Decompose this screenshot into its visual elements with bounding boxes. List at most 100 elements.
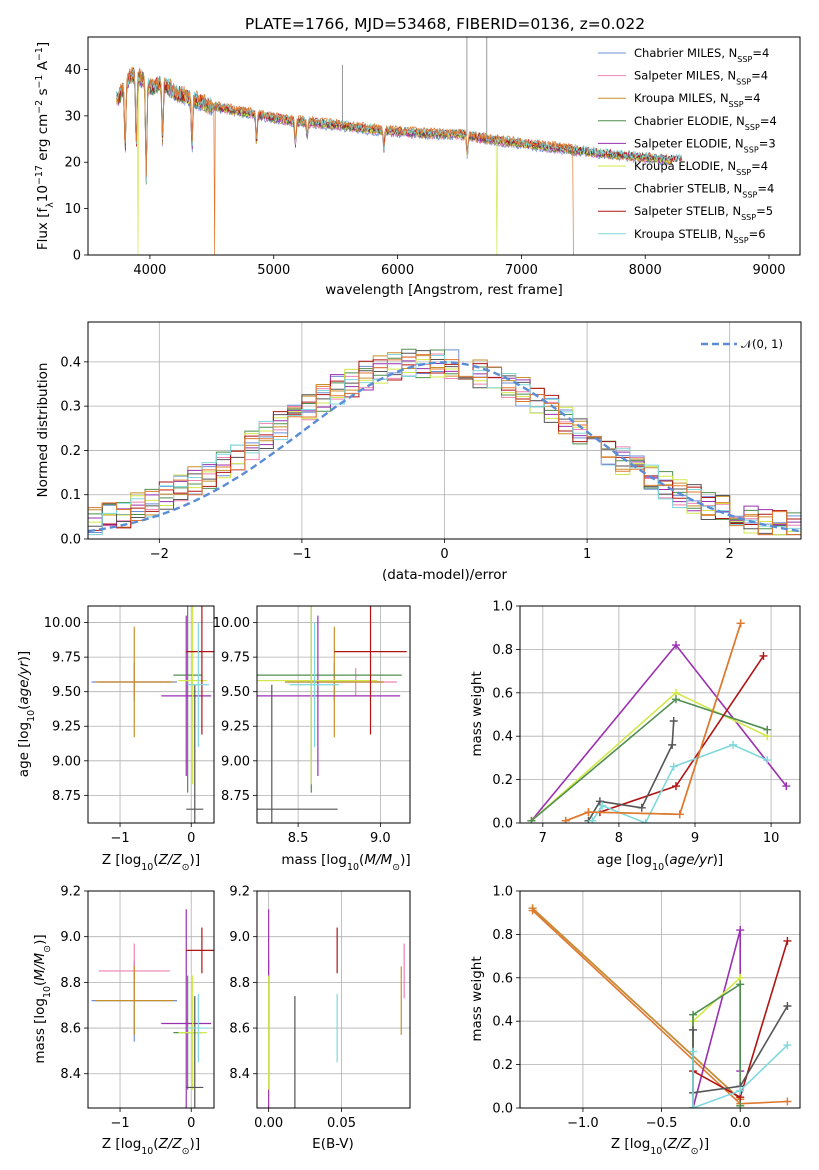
weight-marker <box>689 1025 698 1034</box>
x-tick-label: −0.5 <box>646 1116 678 1131</box>
mass_vs_Z-points <box>91 909 214 1108</box>
y-tick-label: 8.75 <box>52 789 81 804</box>
y-tick-label: 9.50 <box>221 685 250 700</box>
y-tick-label: 8.4 <box>229 1067 250 1082</box>
y-tick-label: 8.75 <box>221 789 250 804</box>
residuals-frame <box>87 321 802 540</box>
y-tick-label: 1.0 <box>492 600 513 615</box>
x-tick-label: −1 <box>110 831 129 846</box>
y-tick-label: 40 <box>64 63 81 78</box>
x-tick-label: 10 <box>763 831 780 846</box>
weight-marker <box>689 1104 698 1108</box>
y-tick-label: 9.00 <box>221 754 250 769</box>
x-tick-label: 1 <box>583 547 591 562</box>
histogram-series <box>88 354 801 536</box>
legend-entry: Kroupa STELIB, NSSP=6 <box>634 227 766 245</box>
spectrum-axes <box>84 69 770 259</box>
y-tick-label: 0.2 <box>492 773 513 788</box>
figure-title: PLATE=1766, MJD=53468, FIBERID=0136, z=0… <box>245 15 645 33</box>
age-y-label: age [log10(age/yr)] <box>16 651 37 777</box>
weight-marker <box>528 906 537 915</box>
mass-vs-ebv-x-label: E(B-V) <box>312 1136 354 1152</box>
weight-marker <box>783 1002 792 1011</box>
legend-entry: Salpeter MILES, NSSP=4 <box>634 69 768 87</box>
y-tick-label: 0.2 <box>492 1058 513 1073</box>
x-tick-label: 5000 <box>257 263 290 278</box>
y-tick-label: 0.4 <box>492 730 513 745</box>
age_vs_mass-frame <box>256 605 411 824</box>
mass-vs-Z-x-label: Z [log10(Z/Z⊙)] <box>102 1136 200 1157</box>
x-tick-label: −1.0 <box>567 1116 599 1131</box>
age_vs_mass-points <box>257 606 407 823</box>
mass-y-label: mass [log10(M/M⊙)] <box>32 934 53 1063</box>
mass_vs_ebv-axes <box>253 890 410 1112</box>
age_vs_Z-points <box>91 606 214 823</box>
weight-marker <box>763 725 772 734</box>
weight-marker <box>783 1097 792 1106</box>
mass_vs_Z-frame <box>87 890 215 1109</box>
y-tick-label: 0.3 <box>60 400 81 415</box>
y-tick-label: 0.6 <box>492 686 513 701</box>
weight-marker <box>637 803 646 812</box>
residual-histograms <box>88 348 801 536</box>
x-tick-label: 6000 <box>381 263 414 278</box>
spectrum-lines <box>116 37 683 255</box>
weight-line <box>692 975 742 1108</box>
y-tick-label: 0.0 <box>492 1102 513 1117</box>
legend-entry: Chabrier MILES, NSSP=4 <box>634 46 769 64</box>
weight-marker <box>763 756 772 765</box>
weight-marker <box>671 695 680 704</box>
y-tick-label: 0.0 <box>60 533 81 548</box>
weight-marker <box>736 1086 745 1095</box>
y-tick-label: 9.0 <box>229 930 250 945</box>
weight_vs_Z-frame <box>519 890 801 1109</box>
y-tick-label: 9.0 <box>60 930 81 945</box>
weight_vs_age-lines <box>527 619 791 823</box>
weight-marker <box>675 810 684 819</box>
weight-line <box>591 744 768 823</box>
weight-marker <box>561 816 570 823</box>
weight-marker <box>736 619 745 628</box>
x-tick-label: 0 <box>187 1116 195 1131</box>
x-tick-label: 2 <box>726 547 734 562</box>
weight-line <box>565 623 742 822</box>
weight-marker <box>598 801 607 810</box>
y-tick-label: 9.75 <box>221 651 250 666</box>
spectrum-y-label: Flux [fλ10−17 erg cm−2 s−1 A−1] <box>34 42 56 250</box>
weight_vs_age-frame <box>519 605 801 824</box>
legend-entry: Chabrier ELODIE, NSSP=4 <box>634 114 777 132</box>
spectrum-series-line <box>116 72 673 174</box>
mass_vs_ebv-frame <box>256 890 411 1109</box>
x-tick-label: 9.0 <box>370 831 391 846</box>
age_vs_Z-frame <box>87 605 215 824</box>
spectrum-series-line <box>116 72 683 181</box>
y-tick-label: 9.25 <box>52 720 81 735</box>
weight-vs-Z-y-label: mass weight <box>469 956 485 1041</box>
y-tick-label: 8.4 <box>60 1067 81 1082</box>
weight-line <box>692 1044 788 1108</box>
spectrum-series-line <box>116 66 574 255</box>
weight-marker <box>783 936 792 945</box>
age_vs_mass-axes <box>253 606 410 827</box>
weight-line <box>530 643 787 822</box>
y-tick-label: 10.00 <box>213 616 250 631</box>
y-tick-label: 10 <box>64 202 81 217</box>
y-tick-label: 8.6 <box>60 1022 81 1037</box>
weight-marker <box>736 980 745 989</box>
x-tick-label: 0.05 <box>327 1116 356 1131</box>
weight-marker <box>736 926 745 935</box>
y-tick-label: 30 <box>64 109 81 124</box>
y-tick-label: 0.6 <box>492 971 513 986</box>
weight-marker <box>689 1047 698 1056</box>
weight-marker <box>595 797 604 806</box>
y-tick-label: 9.50 <box>52 685 81 700</box>
weight_vs_Z-lines <box>528 904 792 1108</box>
weight-line <box>599 655 765 813</box>
weight-marker <box>584 808 593 817</box>
weight-line <box>532 907 741 1100</box>
y-tick-label: 9.2 <box>229 885 250 900</box>
x-tick-label: 0 <box>187 831 195 846</box>
y-tick-label: 9.2 <box>60 885 81 900</box>
legend-entry: Kroupa MILES, NSSP=4 <box>634 91 761 109</box>
